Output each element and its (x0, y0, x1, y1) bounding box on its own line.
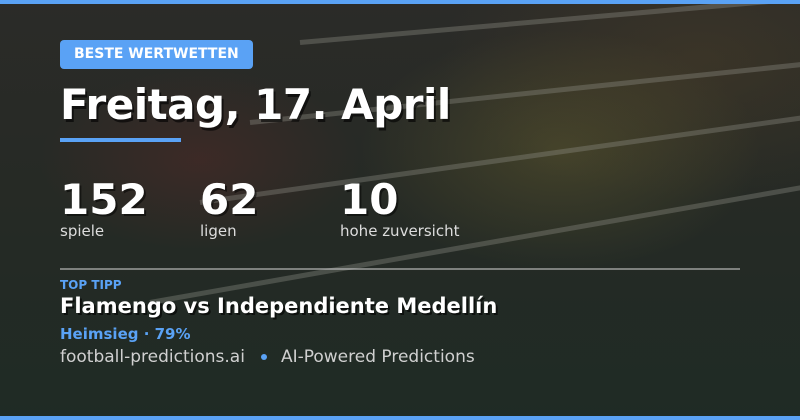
stat-value: 10 (340, 175, 399, 224)
stat-label: hohe zuversicht (340, 222, 460, 240)
background-rod (299, 0, 800, 45)
page-title: Freitag, 17. April (60, 80, 451, 129)
top-tip-match: Flamengo vs Independiente Medellín (60, 294, 498, 318)
stat-games: 152 spiele (60, 175, 148, 241)
top-tip-label: TOP TIPP (60, 278, 122, 292)
footer: football-predictions.ai AI-Powered Predi… (60, 347, 475, 367)
bullet-icon (260, 354, 267, 360)
stat-value: 152 (60, 175, 148, 224)
title-underline (60, 138, 181, 142)
site-name: football-predictions.ai (60, 347, 245, 367)
tagline: AI-Powered Predictions (280, 347, 475, 367)
stat-value: 62 (200, 175, 259, 224)
stat-label: spiele (60, 222, 105, 240)
top-tip-pick: Heimsieg · 79% (60, 325, 191, 343)
category-badge: BESTE WERTWETTEN (60, 40, 253, 69)
top-accent-bar (0, 0, 800, 4)
divider (60, 268, 740, 270)
bottom-accent-bar (0, 416, 800, 420)
stat-leagues: 62 ligen (200, 175, 259, 241)
stat-label: ligen (200, 222, 237, 240)
stat-high-confidence: 10 hohe zuversicht (340, 175, 460, 241)
